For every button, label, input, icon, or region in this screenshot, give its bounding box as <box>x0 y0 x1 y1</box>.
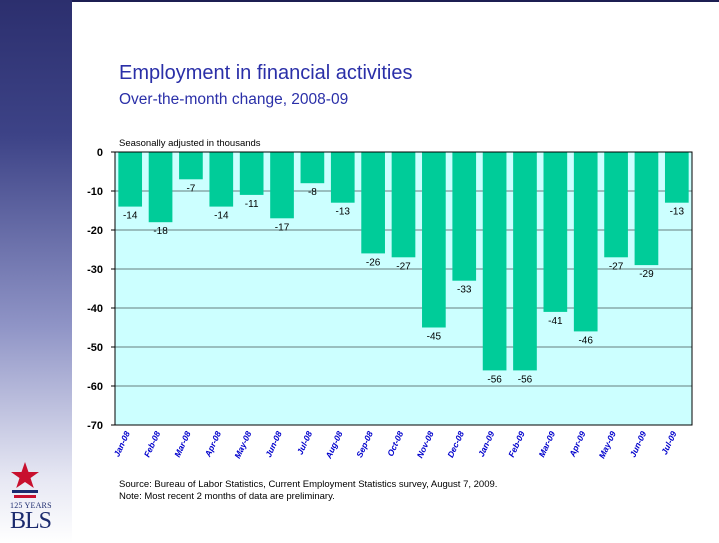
sidebar-decoration <box>0 0 72 543</box>
data-label: -18 <box>153 226 168 237</box>
x-tick-label: Feb-09 <box>506 429 527 458</box>
data-label: -27 <box>609 261 624 272</box>
x-tick-label: Jul-08 <box>295 429 315 456</box>
bar <box>482 152 507 371</box>
x-tick-label: Jan-08 <box>112 429 133 458</box>
bar <box>604 152 628 258</box>
x-tick-label: Oct-08 <box>385 429 405 457</box>
data-label: -41 <box>548 316 563 327</box>
data-label: -7 <box>186 183 195 194</box>
bar <box>664 152 689 203</box>
y-tick-label: -20 <box>87 225 103 237</box>
plot-border <box>114 151 693 426</box>
bar <box>391 152 416 258</box>
x-tick-label: Mar-08 <box>172 429 193 458</box>
x-tick-label: Feb-08 <box>142 429 163 458</box>
bar <box>361 152 385 254</box>
bar <box>513 152 537 371</box>
data-label: -56 <box>487 374 502 385</box>
data-label: -33 <box>457 285 472 296</box>
x-tick-label: Jul-09 <box>659 429 679 456</box>
data-label: -13 <box>670 207 685 218</box>
x-tick-label: Nov-08 <box>415 429 436 459</box>
source-note: Source: Bureau of Labor Statistics, Curr… <box>119 479 498 490</box>
bar <box>634 152 659 266</box>
data-label: -45 <box>427 332 442 343</box>
bar <box>118 152 143 207</box>
bar <box>148 152 173 223</box>
chart-subtitle: Over-the-month change, 2008-09 <box>119 91 349 108</box>
x-tick-label: Aug-08 <box>323 429 345 460</box>
bar <box>422 152 446 328</box>
bar <box>239 152 264 195</box>
x-tick-label: May-09 <box>597 429 618 460</box>
y-tick-label: 0 <box>97 147 103 159</box>
units-note: Seasonally adjusted in thousands <box>119 138 261 149</box>
bar <box>179 152 203 180</box>
data-label: -17 <box>275 222 290 233</box>
y-tick-label: -60 <box>87 381 103 393</box>
y-tick-label: -30 <box>87 264 103 276</box>
bar <box>543 152 568 312</box>
y-tick-label: -50 <box>87 342 103 354</box>
x-tick-label: Jun-08 <box>263 429 284 458</box>
bar <box>209 152 234 207</box>
x-tick-label: Apr-08 <box>202 429 223 459</box>
data-label: -26 <box>366 257 381 268</box>
x-tick-label: Dec-08 <box>445 429 466 459</box>
x-tick-label: May-08 <box>232 429 253 460</box>
data-label: -27 <box>396 261 411 272</box>
data-label: -11 <box>245 199 259 210</box>
preliminary-note: Note: Most recent 2 months of data are p… <box>119 491 335 502</box>
x-tick-label: Sep-08 <box>354 429 375 459</box>
bar <box>300 152 325 184</box>
data-label: -8 <box>308 187 317 198</box>
data-label: -56 <box>518 374 533 385</box>
bls-star-icon <box>11 462 39 498</box>
bar <box>330 152 355 203</box>
x-tick-label: Jan-09 <box>476 429 497 458</box>
bar <box>270 152 294 219</box>
y-tick-label: -40 <box>87 303 103 315</box>
logo-bls: BLS <box>10 508 52 534</box>
data-label: -14 <box>214 211 229 222</box>
data-label: -29 <box>639 269 654 280</box>
data-label: -14 <box>123 211 138 222</box>
logo-years: 125 YEARS <box>10 501 52 510</box>
y-tick-label: -10 <box>87 186 103 198</box>
bar <box>573 152 598 332</box>
data-label: -46 <box>578 335 593 346</box>
x-tick-label: Mar-09 <box>537 429 558 458</box>
x-tick-label: Apr-09 <box>567 429 588 459</box>
bar <box>452 152 477 281</box>
x-tick-label: Jun-09 <box>628 429 649 458</box>
y-tick-label: -70 <box>87 420 103 432</box>
top-rule <box>72 0 719 2</box>
data-label: -13 <box>336 207 351 218</box>
chart-title: Employment in financial activities <box>119 62 413 84</box>
